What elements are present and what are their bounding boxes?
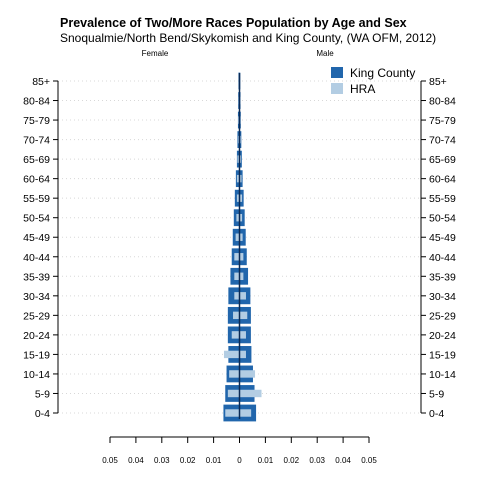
x-tick-label: 0.02: [284, 456, 300, 465]
grid-lines: [58, 80, 421, 414]
legend-swatch: [331, 67, 343, 78]
bar-hra-male: [239, 213, 243, 222]
bar-hra-female: [234, 272, 240, 281]
age-label-right: 20-24: [429, 330, 456, 342]
male-side-label: Male: [316, 49, 334, 58]
axes: 0-4 0-4 5-9 5-9 10-14 10-14 15-19 15-19 20-24 20-…: [23, 76, 456, 465]
age-label-right: 85+: [429, 76, 447, 88]
age-label-left: 10-14: [23, 369, 50, 381]
bar-hra-male: [239, 389, 262, 398]
bar-king-county-female: [228, 287, 240, 305]
age-label-right: 60-64: [429, 174, 456, 186]
bar-hra-female: [237, 155, 240, 163]
female-side-label: Female: [142, 49, 169, 58]
bar-hra-male: [239, 272, 244, 281]
bar-hra-male: [239, 331, 246, 339]
bar-hra-female: [234, 292, 240, 300]
bar-hra-male: [239, 311, 248, 320]
age-label-right: 45-49: [429, 232, 456, 244]
x-tick-label: 0.03: [154, 456, 170, 465]
age-label-right: 40-44: [429, 252, 456, 264]
age-label-left: 15-19: [23, 349, 50, 361]
bar-hra-male: [239, 194, 243, 202]
age-label-right: 70-74: [429, 135, 456, 147]
legend-label: King County: [350, 66, 415, 80]
age-label-right: 10-14: [429, 369, 456, 381]
age-label-right: 30-34: [429, 291, 456, 303]
bar-hra-male: [239, 253, 244, 261]
age-label-left: 30-34: [23, 291, 50, 303]
bar-hra-male: [239, 233, 243, 241]
age-label-left: 40-44: [23, 252, 50, 264]
age-label-left: 5-9: [35, 388, 50, 400]
bar-hra-female: [225, 409, 240, 417]
age-label-left: 35-39: [23, 271, 50, 283]
bar-hra-male: [239, 292, 246, 300]
age-label-right: 75-79: [429, 115, 456, 127]
legend-swatch: [331, 83, 343, 94]
bar-hra-female: [229, 370, 240, 378]
age-label-right: 50-54: [429, 213, 456, 225]
age-label-right: 25-29: [429, 310, 456, 322]
x-tick-label: 0.03: [309, 456, 325, 465]
chart-title: Prevalence of Two/More Races Population …: [60, 16, 407, 30]
age-label-left: 85+: [32, 76, 50, 88]
x-tick-label: 0.01: [258, 456, 274, 465]
age-label-right: 55-59: [429, 193, 456, 205]
age-label-right: 35-39: [429, 271, 456, 283]
bar-hra-female: [235, 233, 240, 241]
age-label-left: 70-74: [23, 135, 50, 147]
legend-label: HRA: [350, 82, 375, 96]
x-tick-label: 0.02: [180, 456, 196, 465]
bar-hra-female: [223, 350, 240, 359]
age-label-right: 65-69: [429, 154, 456, 166]
bar-hra-male: [239, 155, 242, 163]
age-label-left: 55-59: [23, 193, 50, 205]
x-tick-label: 0.04: [128, 456, 144, 465]
x-tick-label: 0.05: [102, 456, 118, 465]
bars: [223, 72, 262, 422]
bar-hra-female: [236, 194, 240, 202]
age-label-left: 75-79: [23, 115, 50, 127]
x-tick-label: 0.01: [206, 456, 222, 465]
legend: King County HRA: [331, 66, 415, 96]
bar-hra-female: [236, 213, 240, 222]
age-label-left: 60-64: [23, 174, 50, 186]
bar-hra-male: [239, 370, 256, 378]
age-label-left: 25-29: [23, 310, 50, 322]
x-tick-label: 0: [237, 456, 242, 465]
bar-hra-female: [233, 311, 240, 320]
x-tick-label: 0.05: [361, 456, 377, 465]
bar-hra-female: [234, 253, 240, 261]
age-label-left: 65-69: [23, 154, 50, 166]
bar-hra-male: [239, 409, 252, 417]
bar-hra-female: [231, 331, 240, 339]
age-label-left: 20-24: [23, 330, 50, 342]
age-label-left: 45-49: [23, 232, 50, 244]
chart-subtitle: Snoqualmie/North Bend/Skykomish and King…: [60, 31, 436, 45]
bar-king-county-male: [239, 267, 249, 285]
bar-hra-male: [239, 174, 242, 183]
age-label-right: 80-84: [429, 96, 456, 108]
bar-hra-female: [227, 389, 240, 398]
x-tick-label: 0.04: [335, 456, 351, 465]
age-label-right: 5-9: [429, 388, 444, 400]
age-label-left: 0-4: [35, 408, 50, 420]
age-label-left: 50-54: [23, 213, 50, 225]
age-label-left: 80-84: [23, 96, 50, 108]
bar-hra-male: [239, 350, 246, 359]
age-label-right: 0-4: [429, 408, 444, 420]
age-label-right: 15-19: [429, 349, 456, 361]
bar-hra-female: [236, 174, 240, 183]
